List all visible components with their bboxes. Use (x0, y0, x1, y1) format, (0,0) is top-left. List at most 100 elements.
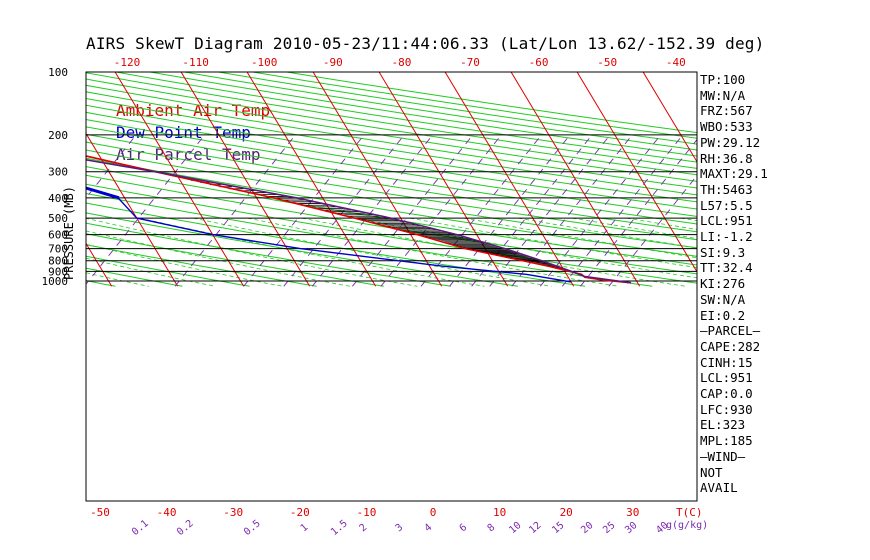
stats-panel: TP:100 MW:N/A FRZ:567 WBO:533 PW:29.12 RH:36.… (700, 72, 768, 496)
stat-item: EL:323 (700, 417, 746, 433)
pressure-tick-label: 400 (48, 192, 68, 205)
pressure-tick-label: 200 (48, 129, 68, 142)
stat-item: LCL:951 (700, 370, 753, 386)
stat-item: SW:N/A (700, 291, 746, 307)
pressure-tick-label: 700 (48, 243, 68, 256)
stat-item: CINH:15 (700, 354, 753, 370)
dry-adiabat-line (86, 111, 697, 210)
isotherm-line (180, 72, 311, 287)
mixing-ratio-tick-label: 30 (623, 520, 639, 536)
mixing-ratio-tick-label: 25 (601, 520, 617, 536)
legend-dew-point-temp: Dew Point Temp (116, 123, 251, 142)
dry-adiabat-line (86, 255, 250, 287)
moist-adiabat-line (789, 218, 870, 286)
mixing-ratio-line (539, 134, 661, 287)
dry-adiabat-line (86, 72, 697, 169)
isotherm-line (510, 72, 641, 287)
dry-adiabat-line (147, 72, 697, 157)
top-temp-tick-label: -60 (529, 56, 549, 69)
mixing-ratio-tick-label: 0.2 (175, 518, 196, 538)
pressure-tick-label: 900 (48, 265, 68, 278)
stat-item: TH:5463 (700, 181, 753, 197)
mixing-ratio-tick-label: 8 (486, 522, 498, 534)
stat-item: —WIND— (700, 448, 746, 464)
dry-adiabat-line (86, 78, 697, 176)
mixing-ratio-tick-label: 20 (579, 520, 595, 536)
mixing-ratio-tick-label: 1.5 (329, 518, 350, 538)
bottom-temp-tick-label: -40 (157, 506, 177, 519)
isotherm-line (246, 72, 377, 287)
mixing-ratio-tick-label: 15 (550, 520, 566, 536)
bottom-temp-tick-label: -50 (90, 506, 110, 519)
temp-unit-label: T(C) (676, 506, 703, 519)
stat-item: NOT (700, 464, 723, 480)
stat-item: TP:100 (700, 72, 746, 87)
stat-item: FRZ:567 (700, 103, 753, 119)
mixing-ratio-line (580, 138, 697, 287)
bottom-temp-tick-label: 30 (626, 506, 639, 519)
isotherm-line (114, 72, 245, 287)
isotherm-line (86, 242, 113, 287)
dry-adiabat-line (86, 91, 697, 189)
pressure-tick-label: 800 (48, 255, 68, 268)
mixing-ratio-tick-label: 6 (458, 522, 470, 534)
moist-adiabat-line (86, 217, 418, 287)
moist-adiabat-line (193, 217, 552, 287)
dry-adiabat-line (86, 97, 697, 196)
top-temp-tick-label: -80 (391, 56, 411, 69)
stat-item: WBO:533 (700, 119, 753, 135)
isotherm-line (312, 72, 443, 287)
stat-item: MW:N/A (700, 87, 746, 103)
dew-point-segment (86, 186, 120, 200)
stat-item: LFC:930 (700, 401, 753, 417)
moist-adiabat-line (843, 218, 870, 286)
dry-adiabat-line (86, 141, 697, 241)
pressure-tick-label: 600 (48, 229, 68, 242)
stat-item: PW:29.12 (700, 134, 761, 150)
dry-adiabat-line (86, 104, 697, 203)
mixing-ratio-line (174, 134, 296, 287)
dry-adiabat-line (86, 157, 697, 257)
isotherm-line (642, 72, 697, 163)
pressure-tick-label: 100 (48, 66, 68, 79)
bottom-temp-tick-label: -20 (290, 506, 310, 519)
mixing-ratio-unit-label: g(g/kg) (666, 520, 708, 531)
bottom-temp-tick-label: 20 (560, 506, 573, 519)
mixing-ratio-tick-label: 0.5 (242, 518, 263, 538)
mixing-ratio-line (352, 134, 474, 287)
stat-item: MAXT:29.1 (700, 166, 768, 182)
top-temp-tick-label: -50 (597, 56, 617, 69)
top-temp-tick-label: -90 (323, 56, 343, 69)
dry-adiabat-line (86, 149, 697, 249)
moist-adiabat-line (86, 243, 284, 287)
top-temp-tick-label: -40 (666, 56, 686, 69)
mixing-ratio-tick-label: 0.1 (130, 518, 151, 538)
stat-item: MPL:185 (700, 433, 753, 449)
mixing-ratio-tick-label: 2 (358, 522, 370, 534)
series-line-air-parcel-temp (86, 158, 632, 284)
dry-adiabat-line (86, 84, 697, 182)
dry-adiabat-line (86, 267, 183, 287)
stat-item: EI:0.2 (700, 307, 746, 323)
bottom-temp-tick-label: -30 (223, 506, 243, 519)
bottom-temp-tick-label: 10 (493, 506, 506, 519)
pressure-tick-label: 500 (48, 212, 68, 225)
bottom-temp-tick-label: -10 (356, 506, 376, 519)
dry-adiabat-line (86, 126, 697, 225)
mixing-ratio-tick-label: 1 (299, 522, 311, 534)
stat-item: SI:9.3 (700, 244, 746, 260)
top-temp-tick-label: -110 (182, 56, 209, 69)
dry-adiabat-line (86, 166, 697, 266)
dry-adiabat-line (86, 133, 697, 233)
mixing-ratio-tick-label: 10 (507, 520, 523, 536)
bottom-temp-tick-label: 0 (430, 506, 437, 519)
plot-frame (85, 71, 698, 502)
stat-item: CAP:0.0 (700, 386, 753, 402)
stat-item: KI:276 (700, 276, 746, 292)
isotherm-line (444, 72, 575, 287)
stat-item: L57:5.5 (700, 197, 753, 213)
isotherm-line (86, 132, 179, 287)
mixing-ratio-tick-label: 12 (527, 520, 543, 536)
stat-item: LCL:951 (700, 213, 753, 229)
